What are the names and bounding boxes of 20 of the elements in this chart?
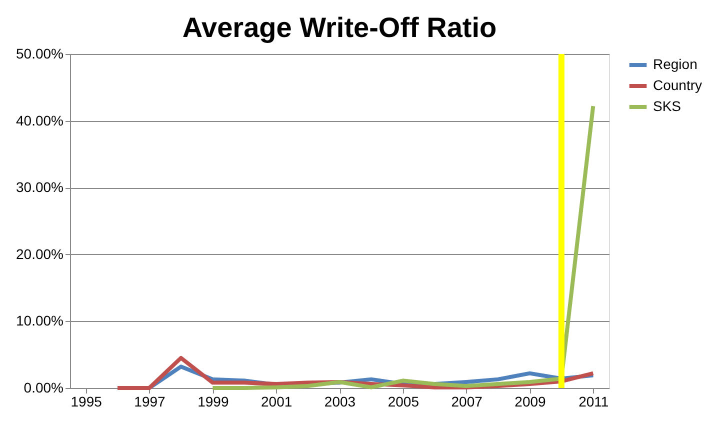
legend-label: Country <box>653 77 702 93</box>
y-tick-label: 10.00% <box>16 312 64 329</box>
x-tick-label: 2011 <box>578 394 609 410</box>
x-tick-label: 1995 <box>70 394 102 410</box>
x-tick-label: 2001 <box>261 394 292 410</box>
x-tick-label: 2007 <box>451 394 483 410</box>
y-tick-label: 20.00% <box>16 246 64 262</box>
legend-label: Region <box>653 56 698 72</box>
y-tick-label: 40.00% <box>16 112 64 128</box>
x-tick-label: 1997 <box>134 394 166 410</box>
x-tick-label: 2003 <box>324 394 356 410</box>
y-tick-label: 50.00% <box>16 46 64 62</box>
x-tick-label: 2005 <box>388 394 420 410</box>
x-tick-label: 1999 <box>198 394 229 410</box>
chart-title: Average Write-Off Ratio <box>182 12 497 43</box>
x-tick-label: 2009 <box>514 394 546 410</box>
line-series <box>210 104 596 390</box>
y-tick-label: 30.00% <box>16 179 64 196</box>
legend-label: SKS <box>653 98 682 114</box>
y-tick-label: 0.00% <box>24 380 64 396</box>
